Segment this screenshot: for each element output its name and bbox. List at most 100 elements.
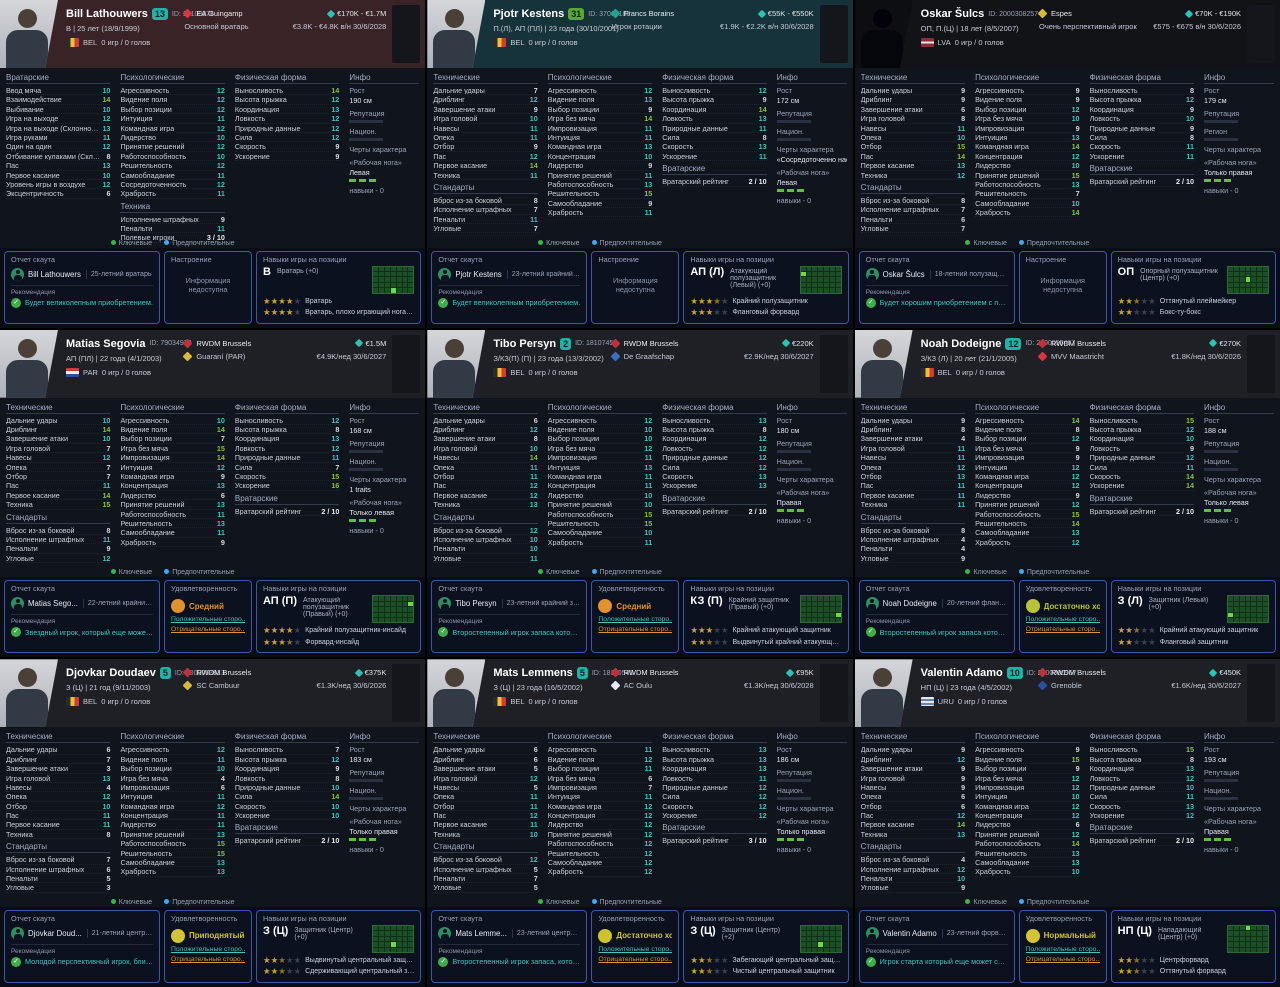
pitch-cell	[396, 266, 402, 272]
pitch-cell	[800, 596, 806, 601]
attribute-label: Отбор	[433, 801, 455, 811]
mood-box[interactable]: Удовлетворенность Приподнятый Положительн…	[164, 909, 252, 983]
player-header[interactable]: Pjotr Kestens 31 ID: 37068186 П.(Л), АП …	[427, 0, 853, 68]
scout-report-box[interactable]: Отчет скаута Tibo Persyn 23-летний крайн…	[431, 580, 588, 654]
scout-report-box[interactable]: Отчет скаута Mats Lemme... 23-летний цен…	[431, 909, 588, 983]
player-name-line[interactable]: Pjotr Kestens 31 ID: 37068186	[493, 8, 630, 20]
player-header[interactable]: Oskar Šulcs ID: 2000308257 ОП, П.(Ц) | 1…	[854, 0, 1280, 68]
negative-aspects-link[interactable]: Отрицательные сторо...	[171, 955, 245, 963]
club-line[interactable]: RWDM Brussels €95K	[610, 667, 814, 678]
role-or-loan-line[interactable]: MVV Maastricht €1.8K/нед 30/6/2026	[1037, 351, 1241, 362]
attribute-row: Опека 11	[433, 133, 538, 143]
attribute-row: Командная игра 14	[975, 142, 1080, 152]
role-or-loan-line[interactable]: Guaraní (PAR) €4.9K/нед 30/6/2027	[182, 351, 386, 362]
club-line[interactable]: RWDM Brussels €1.5M	[182, 338, 386, 349]
positive-aspects-link[interactable]: Положительные сторо...	[171, 616, 245, 624]
player-identity: Noah Dodeigne 12 ID: 2000055467 З/КЗ (Л)…	[913, 330, 1075, 398]
positive-aspects-link[interactable]: Положительные сторо...	[1025, 945, 1100, 953]
scout-report-box[interactable]: Отчет скаута Valentin Adamo 23-летний фо…	[858, 909, 1015, 983]
club-line[interactable]: EA Guingamp €170K - €1.7M	[182, 8, 386, 19]
attribute-value: 9	[961, 415, 966, 425]
negative-aspects-link[interactable]: Отрицательные сторо...	[1025, 626, 1100, 634]
mood-box[interactable]: Настроение Информация недоступна	[591, 250, 680, 324]
club-line[interactable]: Francs Borains €55K - €550K	[610, 8, 814, 19]
negative-aspects-link[interactable]: Отрицательные сторо...	[171, 626, 245, 634]
positive-aspects-link[interactable]: Положительные сторо...	[598, 945, 673, 953]
pitch-cell	[824, 942, 829, 947]
player-name-line[interactable]: Matias Segovia ID: 79034972	[66, 338, 192, 350]
scout-report-box[interactable]: Отчет скаута Oskar Šulcs 18-летний полуз…	[858, 250, 1015, 324]
position-skills-box[interactable]: Навыки игры на позиции НП (Ц) Нападающий…	[1110, 909, 1276, 983]
scout-report-box[interactable]: Отчет скаута Djovkar Doud... 21-летний ц…	[4, 909, 160, 983]
mood-box[interactable]: Удовлетворенность Нормальный Положительны…	[1018, 909, 1107, 983]
attribute-value: 6	[533, 754, 538, 764]
pitch-cell	[1257, 277, 1263, 282]
player-header[interactable]: Bill Lathouwers 13 ID: 18100976 В | 25 л…	[0, 0, 426, 68]
scout-report-box[interactable]: Отчет скаута Noah Dodeigne 20-летний фла…	[858, 580, 1015, 654]
negative-aspects-link[interactable]: Отрицательные сторо...	[1025, 955, 1100, 963]
player-header[interactable]: Djovkar Doudaev 5 ID: 2000063813 З (Ц) |…	[0, 659, 426, 728]
positive-aspects-link[interactable]: Положительные сторо...	[598, 616, 673, 624]
appearances-goals: 0 игр / 0 голов	[954, 38, 1004, 47]
negative-aspects-link[interactable]: Отрицательные сторо...	[598, 626, 673, 634]
player-name-line[interactable]: Noah Dodeigne 12 ID: 2000055467	[921, 337, 1075, 350]
star-rating: ★★★★★	[1118, 307, 1156, 319]
attribute-row: Навесы 14	[433, 453, 538, 463]
attribute-group-title: Физическая форма	[1089, 732, 1195, 744]
player-name-line[interactable]: Djovkar Doudaev 5 ID: 2000063813	[66, 667, 225, 680]
negative-aspects-link[interactable]: Отрицательные сторо...	[598, 955, 673, 963]
player-name-line[interactable]: Tibo Persyn 2 ID: 18107456	[493, 337, 617, 350]
role-or-loan-line[interactable]: Игрок ротации €1.9K - €2.2K в/н 30/6/202…	[612, 22, 814, 31]
player-header[interactable]: Noah Dodeigne 12 ID: 2000055467 З/КЗ (Л)…	[854, 329, 1280, 398]
role-or-loan-line[interactable]: SC Cambuur €1.3K/нед 30/6/2026	[182, 680, 386, 691]
scout-report-box[interactable]: Отчет скаута Matias Sego... 22-летний кр…	[4, 580, 160, 654]
club-line[interactable]: RWDM Brussels €450K	[1037, 667, 1241, 678]
player-name-line[interactable]: Oskar Šulcs ID: 2000308257	[921, 8, 1038, 20]
position-skills-box[interactable]: Навыки игры на позиции КЗ (П) Крайний за…	[683, 580, 849, 654]
mood-box[interactable]: Настроение Информация недоступна	[1018, 250, 1107, 324]
position-skills-box[interactable]: Навыки игры на позиции З (Ц) Защитник (Ц…	[683, 909, 849, 983]
club-line[interactable]: Espes €70K - €190K	[1037, 8, 1241, 19]
attribute-row: Концентрация 12	[975, 481, 1080, 491]
player-header[interactable]: Tibo Persyn 2 ID: 18107456 З/КЗ(П) (П) |…	[427, 329, 853, 398]
mood-box[interactable]: Удовлетворенность Достаточно хо...Положи…	[591, 909, 680, 983]
pitch-cell	[385, 617, 390, 623]
player-name-line[interactable]: Mats Lemmens 5 ID: 18110540	[493, 667, 633, 680]
attribute-row: Выбор позиции 11	[547, 764, 653, 774]
positive-aspects-link[interactable]: Положительные сторо...	[1025, 616, 1100, 624]
attribute-row: Лидерство 9	[547, 161, 653, 171]
mood-box[interactable]: Удовлетворенность Достаточно хо...Положи…	[1018, 580, 1107, 654]
club-line[interactable]: RWDM Brussels €375K	[182, 667, 386, 678]
position-skills-box[interactable]: Навыки игры на позиции АП (П) Атакующий …	[256, 580, 422, 654]
mood-box[interactable]: Настроение Информация недоступна	[164, 250, 252, 324]
player-header[interactable]: Valentin Adamo 10 ID: 2000060967 НП (Ц) …	[854, 659, 1280, 728]
role-or-loan-line[interactable]: Grenoble €1.6K/нед 30/6/2027	[1037, 680, 1241, 691]
position-skills-box[interactable]: Навыки игры на позиции З (Ц) Защитник (Ц…	[256, 909, 422, 983]
info-item: Рост 193 см	[1204, 745, 1274, 764]
club-line[interactable]: RWDM Brussels €270K	[1037, 338, 1241, 349]
player-name-line[interactable]: Bill Lathouwers 13 ID: 18100976	[66, 8, 214, 20]
position-skills-box[interactable]: Навыки игры на позиции ОП Опорный полуза…	[1110, 250, 1276, 324]
position-description: Вратарь (+0)	[276, 267, 319, 275]
mood-box[interactable]: Удовлетворенность Средний Положительные с…	[591, 580, 680, 654]
player-name: Pjotr Kestens	[493, 8, 565, 20]
position-skills-box[interactable]: Навыки игры на позиции В Вратарь (+0) ★★…	[256, 250, 422, 324]
attribute-value: 13	[957, 829, 966, 839]
positive-aspects-link[interactable]: Положительные сторо...	[171, 945, 245, 953]
player-name-line[interactable]: Valentin Adamo 10 ID: 2000060967	[921, 667, 1077, 680]
player-header[interactable]: Mats Lemmens 5 ID: 18110540 З (Ц) | 23 г…	[427, 659, 853, 728]
mood-box[interactable]: Удовлетворенность Средний Положительные с…	[164, 580, 252, 654]
player-header[interactable]: Matias Segovia ID: 79034972 АП (ПЛ) | 22…	[0, 329, 426, 398]
position-skills-box[interactable]: Навыки игры на позиции АП (Л) Атакующий …	[683, 250, 849, 324]
role-or-loan-line[interactable]: Основной вратарь €3.8K - €4.8K в/н 30/6/…	[184, 22, 386, 31]
scout-subject-row: Djovkar Doud... 21-летний центральный за…	[11, 926, 153, 945]
header-side-panel	[1247, 5, 1275, 63]
position-skills-box[interactable]: Навыки игры на позиции З (Л) Защитник (Л…	[1110, 580, 1276, 654]
role-or-loan-line[interactable]: Очень перспективный игрок €575 - €675 в/…	[1039, 22, 1241, 31]
scout-report-box[interactable]: Отчет скаута Bill Lathouwers 25-летний в…	[4, 250, 160, 324]
club-line[interactable]: RWDM Brussels €220K	[610, 338, 814, 349]
role-or-loan-line[interactable]: De Graafschap €2.9K/нед 30/6/2027	[610, 351, 814, 362]
scout-report-box[interactable]: Отчет скаута Pjotr Kestens 23-летний кра…	[431, 250, 588, 324]
role-or-loan-line[interactable]: AC Oulu €1.3K/нед 30/6/2028	[610, 680, 814, 691]
attribute-value: 8	[961, 114, 966, 124]
